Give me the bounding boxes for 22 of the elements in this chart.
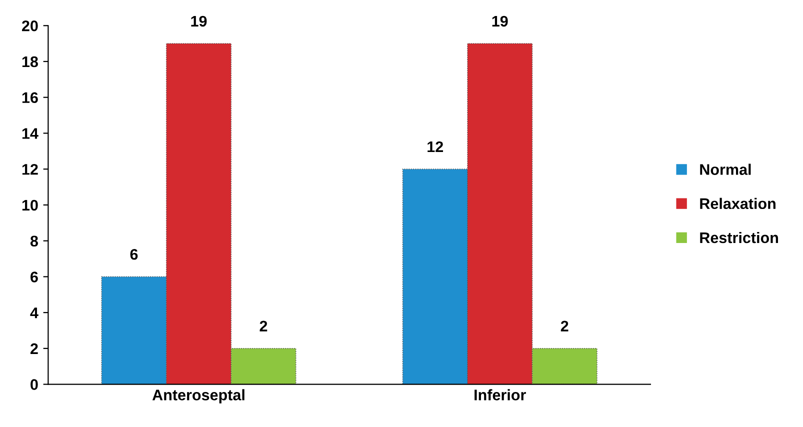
y-tick-label: 20 [22, 20, 38, 32]
y-tick-label: 10 [22, 200, 38, 211]
data-label: 12 [428, 141, 444, 152]
y-tick-label: 8 [30, 236, 38, 247]
data-label: 2 [560, 320, 568, 332]
legend-label: Normal [700, 164, 751, 175]
y-tick-label: 2 [30, 343, 38, 354]
legend-label: Restriction [700, 232, 778, 244]
y-tick-label: 6 [30, 272, 38, 282]
y-tick-label: 0 [30, 379, 38, 390]
legend-label: Relaxation [700, 198, 776, 210]
data-label: 2 [260, 320, 268, 332]
y-tick-label: 4 [30, 308, 38, 318]
data-label: 6 [130, 248, 138, 260]
data-label: 19 [492, 16, 508, 27]
x-tick-label: Anteroseptal [152, 389, 244, 404]
y-tick-label: 18 [22, 56, 38, 68]
y-tick-label: 14 [22, 128, 38, 139]
y-tick-label: 12 [22, 164, 38, 175]
x-tick-label: Inferior [474, 389, 526, 400]
y-tick-label: 16 [22, 92, 38, 104]
data-label: 19 [191, 16, 207, 27]
